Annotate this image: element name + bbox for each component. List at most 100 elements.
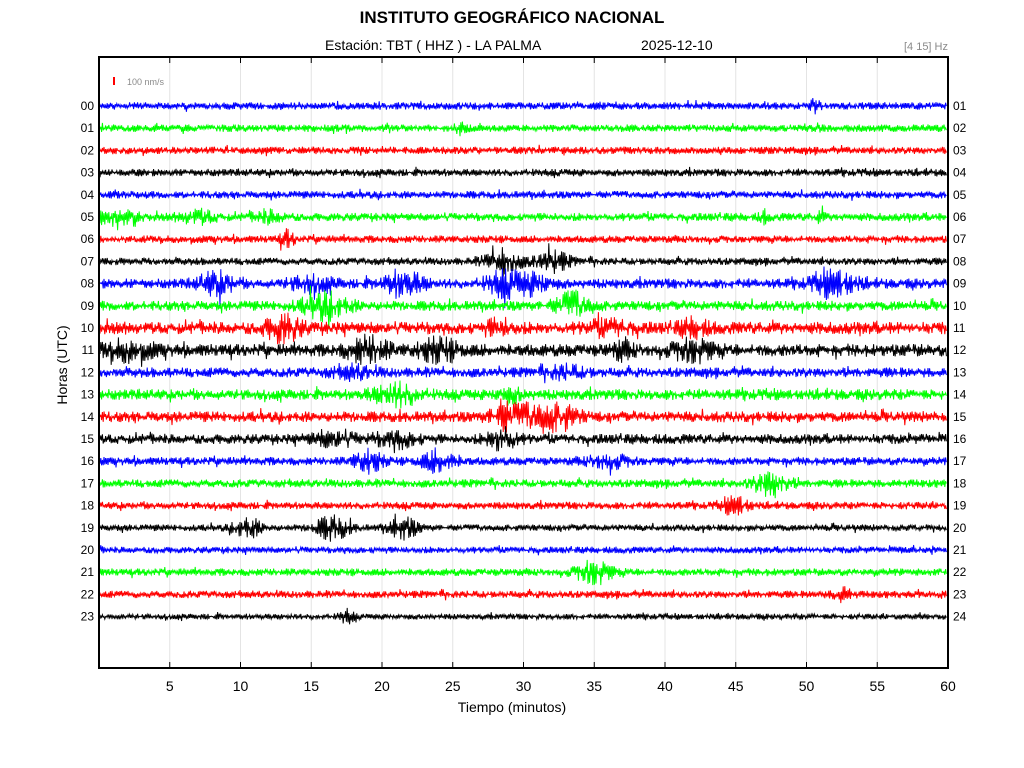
- x-tick-label: 25: [445, 678, 461, 694]
- hour-label-right: 12: [953, 343, 967, 357]
- seismic-trace: [99, 495, 947, 516]
- trace-row-00: [99, 97, 947, 115]
- seismic-trace: [99, 333, 947, 367]
- hour-label-right: 02: [953, 121, 967, 135]
- trace-row-19: [99, 513, 947, 542]
- seismic-trace: [99, 426, 947, 454]
- seismic-trace: [99, 513, 947, 542]
- trace-row-21: [99, 559, 947, 586]
- seismic-trace: [99, 398, 947, 434]
- hour-label-left: 05: [81, 210, 95, 224]
- trace-row-15: [99, 426, 947, 454]
- x-tick-label: 30: [516, 678, 532, 694]
- hour-label-left: 03: [81, 166, 95, 180]
- hour-label-right: 17: [953, 454, 967, 468]
- seismic-trace: [99, 285, 947, 330]
- station-label: Estación: TBT ( HHZ ) - LA PALMA: [325, 37, 542, 53]
- seismic-trace: [99, 380, 947, 409]
- trace-row-23: [99, 607, 947, 625]
- hour-label-right: 22: [953, 565, 967, 579]
- traces-layer: [99, 97, 947, 625]
- hour-label-left: 18: [81, 499, 95, 513]
- trace-row-05: [99, 205, 947, 231]
- x-tick-label: 20: [374, 678, 390, 694]
- seismic-trace: [99, 362, 947, 384]
- date-label: 2025-12-10: [641, 37, 713, 53]
- trace-row-08: [99, 266, 947, 309]
- hour-label-left: 00: [81, 99, 95, 113]
- hour-label-right: 20: [953, 521, 967, 535]
- hour-label-left: 12: [81, 365, 95, 379]
- trace-row-03: [99, 166, 947, 179]
- x-tick-label: 35: [586, 678, 602, 694]
- trace-row-10: [99, 312, 947, 345]
- x-tick-label: 10: [233, 678, 249, 694]
- seismic-trace: [99, 559, 947, 586]
- hour-label-right: 23: [953, 587, 967, 601]
- trace-row-11: [99, 333, 947, 367]
- hour-label-right: 08: [953, 254, 967, 268]
- hour-label-left: 17: [81, 476, 95, 490]
- x-tick-label: 45: [728, 678, 744, 694]
- x-tick-label: 55: [869, 678, 885, 694]
- trace-row-01: [99, 121, 947, 137]
- x-tick-label: 60: [940, 678, 956, 694]
- hour-label-right: 06: [953, 210, 967, 224]
- plot-frame: [98, 56, 949, 669]
- hour-label-right: 05: [953, 188, 967, 202]
- seismic-trace: [99, 121, 947, 137]
- hour-label-left: 14: [81, 410, 95, 424]
- frequency-band-label: [4 15] Hz: [903, 41, 948, 53]
- x-tick-label: 40: [657, 678, 673, 694]
- trace-row-07: [99, 243, 947, 277]
- hour-label-left: 07: [81, 254, 95, 268]
- seismic-trace: [99, 607, 947, 625]
- hour-label-right: 15: [953, 410, 967, 424]
- hour-label-right: 09: [953, 277, 967, 291]
- x-tick-label: 5: [166, 678, 174, 694]
- trace-row-22: [99, 586, 947, 604]
- hour-label-left: 16: [81, 454, 95, 468]
- hour-label-left: 10: [81, 321, 95, 335]
- seismic-trace: [99, 447, 947, 476]
- hour-label-left: 04: [81, 188, 95, 202]
- seismic-trace: [99, 471, 947, 499]
- trace-row-13: [99, 380, 947, 409]
- hour-label-right: 16: [953, 432, 967, 446]
- hour-label-right: 24: [953, 610, 967, 624]
- hour-label-left: 19: [81, 521, 95, 535]
- hour-label-right: 21: [953, 543, 967, 557]
- seismic-trace: [99, 544, 947, 556]
- seismic-trace: [99, 586, 947, 604]
- hour-label-left: 02: [81, 143, 95, 157]
- trace-row-02: [99, 144, 947, 157]
- hour-label-right: 03: [953, 143, 967, 157]
- grid: [169, 57, 949, 668]
- x-tick-label: 50: [799, 678, 815, 694]
- trace-row-20: [99, 544, 947, 556]
- hour-label-left: 08: [81, 277, 95, 291]
- trace-row-06: [99, 228, 947, 251]
- hour-label-left: 15: [81, 432, 95, 446]
- hour-label-left: 09: [81, 299, 95, 313]
- seismic-trace: [99, 266, 947, 309]
- hour-label-left: 21: [81, 565, 95, 579]
- seismic-trace: [99, 243, 947, 277]
- trace-row-17: [99, 471, 947, 499]
- trace-row-12: [99, 362, 947, 384]
- hour-label-right: 14: [953, 388, 967, 402]
- seismic-trace: [99, 97, 947, 115]
- trace-row-14: [99, 398, 947, 434]
- x-tick-label: 15: [303, 678, 319, 694]
- x-axis-label: Tiempo (minutos): [457, 699, 567, 715]
- seismic-trace: [99, 205, 947, 231]
- seismic-trace: [99, 144, 947, 157]
- seismic-trace: [99, 228, 947, 251]
- hour-label-right: 07: [953, 232, 967, 246]
- labels-layer: 5 10 15 20 25 30 35 40 45 50 55 60 100 nm/s 00 01 01 02 0…: [81, 77, 967, 694]
- hour-label-right: 10: [953, 299, 967, 313]
- hour-label-left: 20: [81, 543, 95, 557]
- page-title: INSTITUTO GEOGRÁFICO NACIONAL: [359, 8, 665, 27]
- hour-label-right: 13: [953, 365, 967, 379]
